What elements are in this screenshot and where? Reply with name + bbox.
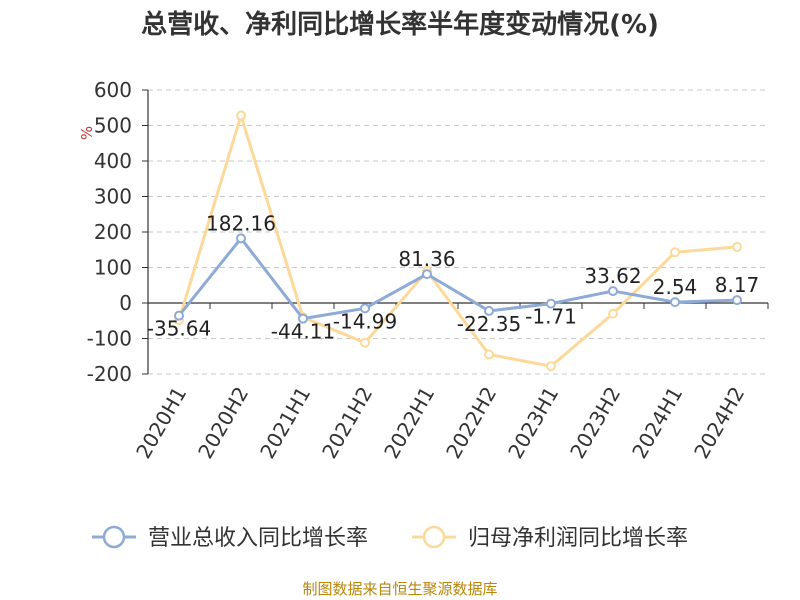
legend-label: 归母净利润同比增长率 bbox=[468, 526, 688, 551]
revenue-growth-point bbox=[546, 298, 556, 309]
net-profit-growth-point bbox=[236, 110, 246, 121]
x-tick-label: 2023H2 bbox=[565, 383, 625, 463]
revenue-growth-point bbox=[608, 286, 618, 297]
legend-item-net-profit: 归母净利润同比增长率 bbox=[412, 525, 688, 551]
revenue-growth-point bbox=[732, 295, 742, 306]
x-tick-label: 2020H1 bbox=[131, 383, 191, 463]
revenue-data-label: -22.35 bbox=[457, 312, 521, 336]
legend: 营业总收入同比增长率 归母净利润同比增长率 bbox=[92, 525, 688, 551]
y-tick-label: 600 bbox=[94, 78, 132, 102]
chart-title: 总营收、净利同比增长率半年度变动情况(%) bbox=[141, 10, 659, 40]
revenue-growth-point bbox=[360, 303, 370, 314]
y-tick-label: 0 bbox=[119, 291, 132, 315]
y-tick-label: 500 bbox=[94, 114, 132, 138]
revenue-data-label: -14.99 bbox=[333, 309, 397, 333]
data-labels: -35.64 182.16 -44.11-14.99 81.36 -22.35 -1.71… bbox=[147, 211, 760, 343]
net-profit-growth-point bbox=[484, 349, 494, 360]
revenue-growth-point bbox=[670, 297, 680, 308]
y-tick-label: 100 bbox=[94, 256, 132, 280]
revenue-growth-point bbox=[174, 310, 184, 321]
source-note: 制图数据来自恒生聚源数据库 bbox=[302, 580, 498, 598]
revenue-data-label: -1.71 bbox=[525, 305, 577, 329]
revenue-data-label: 8.17 bbox=[715, 273, 760, 297]
revenue-data-label: 182.16 bbox=[206, 211, 276, 235]
revenue-growth-point bbox=[422, 269, 432, 280]
revenue-data-label: -35.64 bbox=[147, 317, 211, 341]
revenue-growth-point bbox=[298, 313, 308, 324]
legend-marker bbox=[102, 525, 126, 549]
x-tick-label: 2023H1 bbox=[503, 383, 563, 463]
net-profit-growth-point bbox=[732, 241, 742, 252]
legend-item-revenue: 营业总收入同比增长率 bbox=[92, 525, 368, 551]
x-tick-label: 2022H1 bbox=[379, 383, 439, 463]
y-tick-label: -200 bbox=[87, 362, 132, 386]
y-tick-label: 200 bbox=[94, 220, 132, 244]
x-tick-label: 2020H2 bbox=[193, 383, 253, 463]
legend-marker bbox=[422, 525, 446, 549]
x-tick-label: 2024H2 bbox=[689, 383, 749, 463]
revenue-data-label: 33.62 bbox=[584, 264, 641, 288]
net-profit-growth-point bbox=[608, 308, 618, 319]
x-tick-label: 2022H2 bbox=[441, 383, 501, 463]
revenue-data-label: 2.54 bbox=[653, 275, 698, 299]
y-tick-label: -100 bbox=[87, 327, 132, 351]
net-profit-growth-point bbox=[360, 337, 370, 348]
y-tick-label: 400 bbox=[94, 149, 132, 173]
x-tick-label: 2021H1 bbox=[255, 383, 315, 463]
legend-label: 营业总收入同比增长率 bbox=[148, 526, 368, 551]
revenue-data-label: -44.11 bbox=[271, 320, 335, 344]
y-axis-label: % bbox=[78, 126, 96, 140]
revenue-data-label: 81.36 bbox=[398, 247, 455, 271]
revenue-growth-point bbox=[236, 233, 246, 244]
grid-lines bbox=[148, 89, 768, 375]
x-tick-label: 2024H1 bbox=[627, 383, 687, 463]
revenue-growth-line bbox=[177, 236, 738, 321]
net-profit-growth-line bbox=[177, 114, 738, 368]
revenue-growth-point bbox=[484, 305, 494, 316]
x-tick-label: 2021H2 bbox=[317, 383, 377, 463]
y-tick-label: 300 bbox=[94, 185, 132, 209]
net-profit-growth-point bbox=[670, 247, 680, 258]
series-lines bbox=[174, 110, 742, 372]
net-profit-growth-point bbox=[546, 361, 556, 372]
